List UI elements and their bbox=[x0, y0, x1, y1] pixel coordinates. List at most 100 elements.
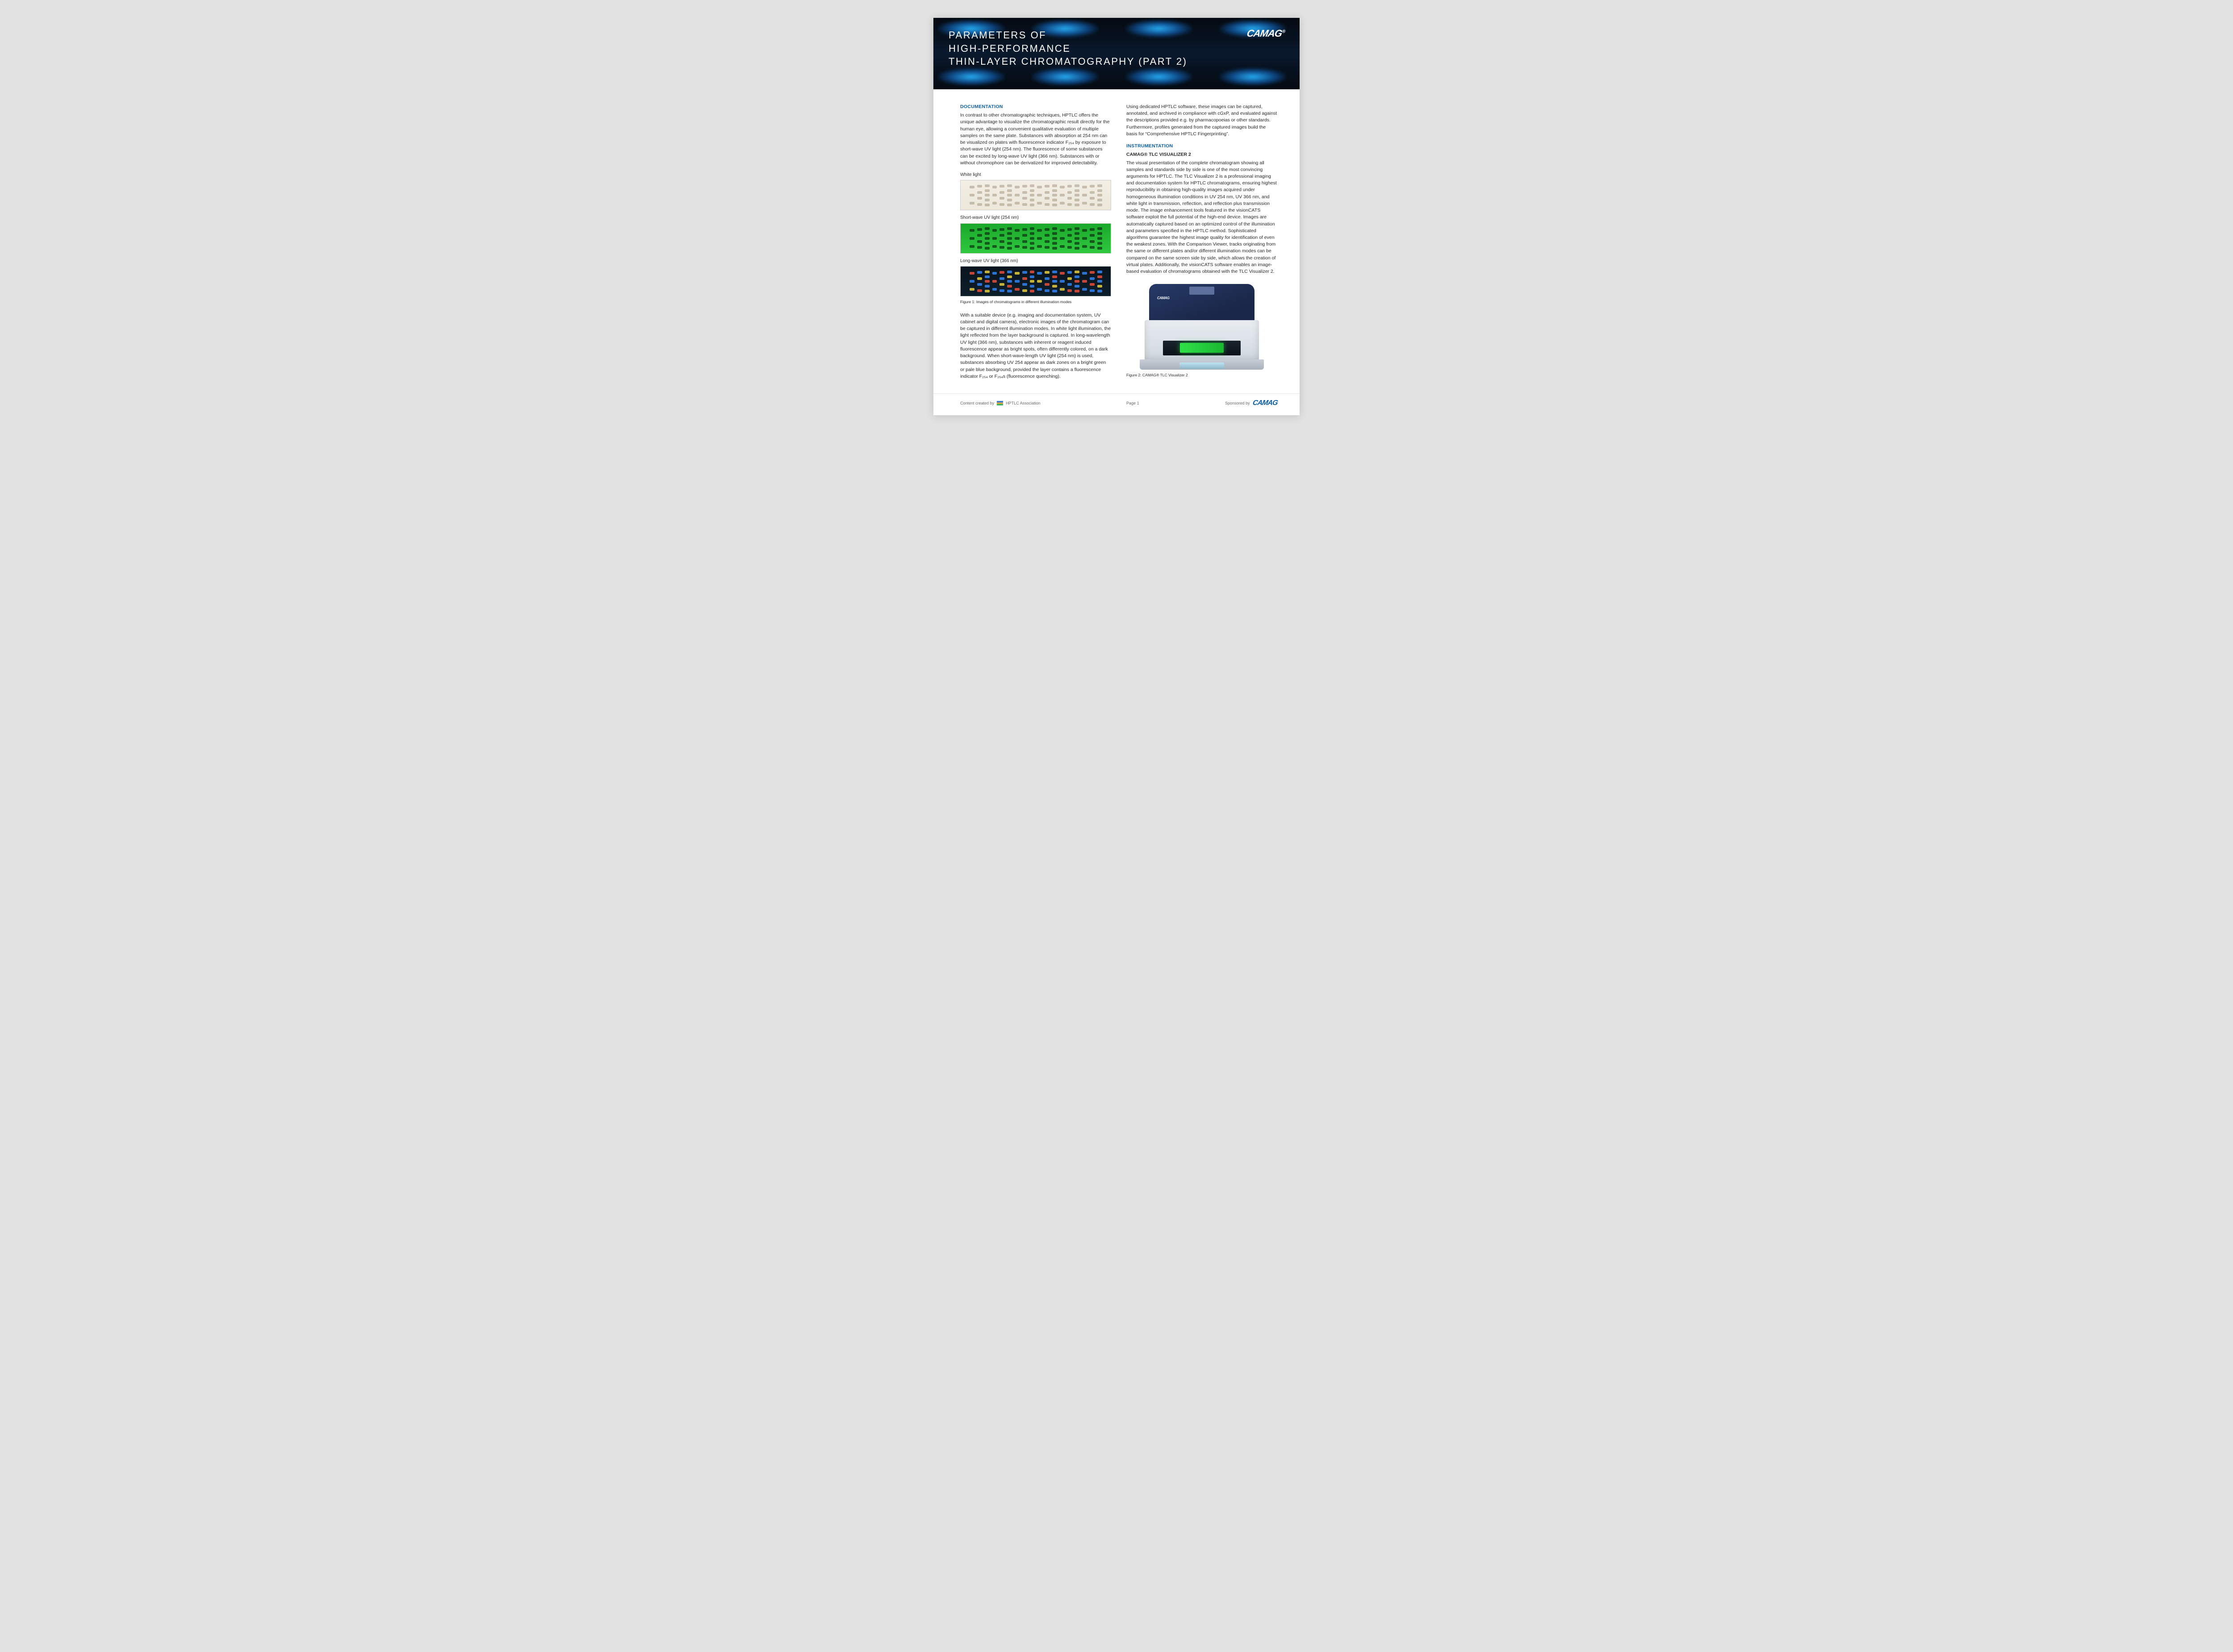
chromatogram-spot bbox=[970, 194, 974, 196]
chromatogram-spot bbox=[1075, 232, 1079, 235]
hero-glow bbox=[1219, 68, 1286, 86]
chromatogram-spot bbox=[1097, 204, 1102, 206]
chromatogram-spot bbox=[1030, 280, 1035, 283]
hero-glow bbox=[938, 68, 1005, 86]
chromatogram-uv254 bbox=[960, 223, 1111, 254]
page-number: Page 1 bbox=[1126, 401, 1139, 405]
chromatogram-spot bbox=[977, 246, 982, 249]
chromatogram-spot bbox=[1030, 237, 1035, 240]
chromatogram-spot bbox=[1090, 197, 1095, 200]
chromatogram-spot bbox=[1082, 186, 1087, 188]
chromatogram-spot bbox=[1045, 289, 1050, 292]
chromatogram-lane bbox=[1037, 226, 1042, 250]
body-paragraph: The visual presentation of the complete … bbox=[1126, 160, 1277, 275]
chromatogram-spot bbox=[1037, 245, 1042, 248]
chromatogram-spot bbox=[999, 203, 1004, 206]
chromatogram-lane bbox=[1007, 183, 1012, 207]
chromatogram-spot bbox=[985, 290, 990, 292]
chromatogram-lane bbox=[985, 183, 990, 207]
section-heading-instrumentation: INSTRUMENTATION bbox=[1126, 143, 1277, 150]
chromatogram-lane bbox=[985, 269, 990, 293]
chromatogram-spot bbox=[977, 234, 982, 237]
chromatogram-spot bbox=[1060, 194, 1065, 196]
chromatogram-spot bbox=[985, 204, 990, 206]
chromatogram-spot bbox=[985, 285, 990, 288]
chromatogram-spot bbox=[1067, 234, 1072, 237]
chromatogram-lane bbox=[1060, 226, 1065, 250]
chromatogram-spot bbox=[992, 280, 997, 283]
chromatogram-spot bbox=[1030, 194, 1035, 196]
chromatogram-spot bbox=[1022, 234, 1027, 237]
chromatogram-spot bbox=[992, 245, 997, 248]
chromatogram-spot bbox=[1082, 229, 1087, 232]
chromatogram-spot bbox=[985, 242, 990, 245]
chromatogram-lane bbox=[1007, 226, 1012, 250]
chromatogram-lane bbox=[992, 183, 997, 207]
chromatogram-spot bbox=[970, 202, 974, 204]
chromatogram-spot bbox=[1030, 199, 1035, 201]
chromatogram-spot bbox=[977, 277, 982, 280]
chromatogram-lane bbox=[1052, 183, 1057, 207]
chromatogram-spot bbox=[1052, 227, 1057, 230]
chromatogram-spot bbox=[1090, 240, 1095, 243]
chromatogram-lane bbox=[992, 226, 997, 250]
chromatogram-lane bbox=[1075, 226, 1079, 250]
chromatogram-spot bbox=[1067, 289, 1072, 292]
chromatogram-lane bbox=[1097, 183, 1102, 207]
footer-label: Content created by bbox=[960, 401, 994, 405]
chromatogram-spot bbox=[1067, 240, 1072, 243]
chromatogram-lane bbox=[999, 269, 1004, 293]
chromatogram-spot bbox=[999, 191, 1004, 194]
chromatogram-spot bbox=[1007, 275, 1012, 278]
chromatogram-lane bbox=[1060, 183, 1065, 207]
hero-glow bbox=[1032, 68, 1099, 86]
chromatogram-spot bbox=[1075, 285, 1079, 288]
chromatogram-spot bbox=[1015, 245, 1020, 248]
chromatogram-spot bbox=[1030, 271, 1035, 273]
chromatogram-spot bbox=[1075, 184, 1079, 187]
chromatogram-spot bbox=[999, 246, 1004, 249]
chromatogram-spot bbox=[1060, 186, 1065, 188]
chromatogram-spot bbox=[992, 194, 997, 196]
chromatogram-lane bbox=[1090, 183, 1095, 207]
instrument-touch-panel bbox=[1179, 363, 1224, 369]
chromatogram-spot bbox=[1097, 247, 1102, 250]
chromatogram-spot bbox=[977, 185, 982, 188]
chromatogram-spot bbox=[1015, 272, 1020, 275]
chromatogram-spot bbox=[1007, 232, 1012, 235]
chromatogram-spot bbox=[1007, 280, 1012, 283]
chromatogram-spot bbox=[992, 272, 997, 275]
chromatogram-spot bbox=[985, 247, 990, 250]
chromatogram-spot bbox=[977, 203, 982, 206]
chromatogram-spot bbox=[985, 280, 990, 283]
chromatogram-spot bbox=[1030, 189, 1035, 192]
chromatogram-spot bbox=[1075, 199, 1079, 201]
instrument-brand-label: CAMAG bbox=[1157, 296, 1170, 301]
chromatogram-spot bbox=[985, 271, 990, 273]
chromatogram-spot bbox=[977, 191, 982, 194]
chromatogram-spot bbox=[1022, 246, 1027, 249]
chromatogram-spot bbox=[970, 237, 974, 240]
body-paragraph: In contrast to other chromatographic tec… bbox=[960, 112, 1111, 167]
chromatogram-spot bbox=[1030, 290, 1035, 292]
chromatogram-lane bbox=[985, 226, 990, 250]
chromatogram-spot bbox=[1007, 237, 1012, 240]
chromatogram-lane bbox=[970, 226, 974, 250]
chromatogram-spot bbox=[1075, 247, 1079, 250]
chromatogram-spot bbox=[1060, 237, 1065, 240]
chromatogram-spot bbox=[1045, 246, 1050, 249]
footer-created-by: Content created by HPTLC Association bbox=[960, 401, 1041, 405]
chromatogram-spot bbox=[1052, 280, 1057, 283]
chromatogram-lane bbox=[1060, 269, 1065, 293]
chromatogram-spot bbox=[970, 229, 974, 232]
chromatogram-spot bbox=[1030, 184, 1035, 187]
chromatogram-spot bbox=[1007, 184, 1012, 187]
chromatogram-spot bbox=[1090, 271, 1095, 274]
chromatogram-spot bbox=[985, 189, 990, 192]
chromatogram-spot bbox=[1037, 288, 1042, 291]
chromatogram-spot bbox=[1022, 203, 1027, 206]
chromatogram-spot bbox=[985, 184, 990, 187]
chromatogram-spot bbox=[1022, 289, 1027, 292]
instrument-top: CAMAG bbox=[1149, 284, 1254, 323]
chromatogram-spot bbox=[999, 283, 1004, 286]
